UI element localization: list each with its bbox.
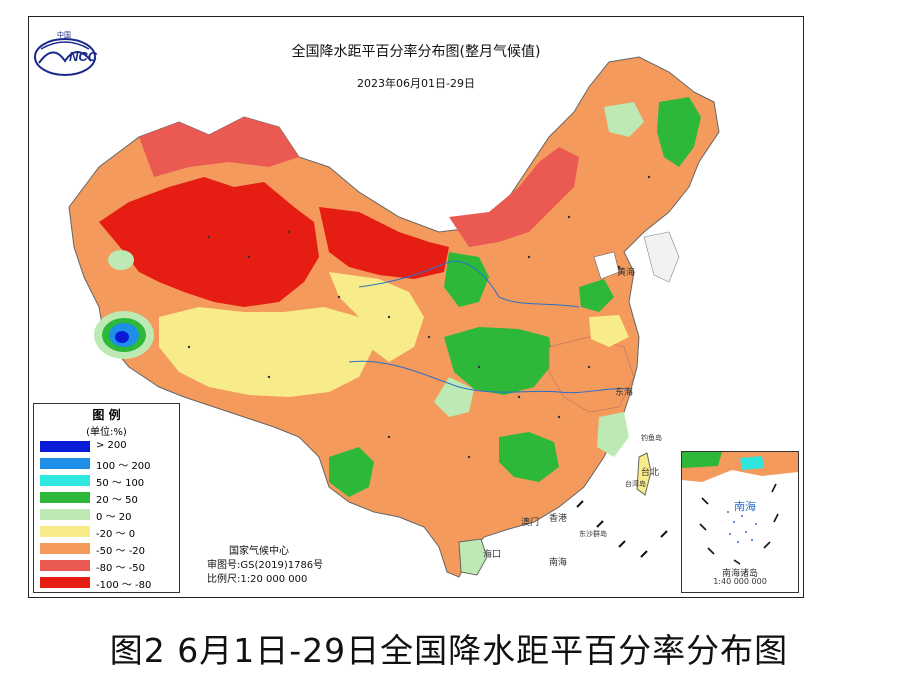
region-gansu-green [444,252,489,307]
legend-swatch [40,475,90,486]
label-east-sea: 东海 [615,388,634,398]
inset-islands [727,511,757,543]
station-markers [187,175,651,459]
precipitation-anomaly-map: NCC 中国 [34,30,720,578]
region-tibet-south [159,307,374,397]
inset-dash-marks [699,483,779,565]
legend-item: 0 ～ 20 [34,506,179,523]
dash-line-marks [576,500,668,558]
region-west-rim [139,117,299,177]
legend-item: -100 ～ -80 [34,574,179,591]
region-fujian-lightgreen [597,412,629,457]
region-sichuan-green [444,327,554,395]
region-northeast-green [657,97,701,167]
south-china-sea-inset: 南海 南海诸岛 1:40 000 000 [681,451,799,593]
legend-label: -20 ～ 0 [96,529,136,540]
logo-top-text: 中国 [57,30,71,39]
legend-unit: (单位:%) [86,427,127,438]
yellow-river [358,260,580,308]
label-macau: 澳门 [521,518,540,528]
legend-swatch [40,577,90,588]
legend-item: 50 ～ 100 [34,472,179,489]
legend-swatch [40,526,90,537]
credit-agency: 国家气候中心 [229,546,289,557]
legend-item: 100 ～ 200 [34,455,179,472]
legend-item: -50 ～ -20 [34,540,179,557]
legend-swatch [40,441,90,452]
credits: 国家气候中心 审图号:GS(2019)1786号 比例尺:1:20 000 00… [207,545,323,587]
legend-label: 100 ～ 200 [96,461,151,472]
region-inner-mongolia [449,147,579,247]
korea-peninsula [643,231,680,283]
inset-islands-label: 南海诸岛 [721,569,758,579]
yangtze-river [348,360,630,394]
label-hainan: 海口 [483,550,502,560]
legend-swatch [40,560,90,571]
region-xinjiang-west-green [108,250,134,270]
region-yunnan-green [329,447,374,497]
inset-map [682,452,798,565]
legend-item: > 200 [34,438,179,455]
label-dongsha: 东沙群岛 [579,530,607,538]
legend-label: 50 ～ 100 [96,478,145,489]
legend-label: -50 ～ -20 [96,546,146,557]
legend-rows: > 200 100 ～ 200 50 ～ 100 20 ～ 50 0 ～ 20 -20 ～… [34,438,179,591]
taiwan-island [636,452,652,496]
legend-swatch [40,492,90,503]
bohai-sea [593,251,620,280]
legend-item: -80 ～ -50 [34,557,179,574]
credit-approval: 审图号:GS(2019)1786号 [207,560,324,571]
legend-label: > 200 [96,440,127,451]
legend-heading: 图 例 [92,408,121,422]
logo-text: NCC [69,49,98,64]
credit-scale: 比例尺:1:20 000 000 [207,574,308,585]
region-sichuan-lightgreen [434,377,474,417]
region-dry-northwest [99,177,319,307]
map-title: 全国降水距平百分率分布图(整月气候值) [291,44,541,60]
map-frame: NCC 中国 全国降水距平百分率分布图(整月气候值) 2023年06月01日-2… [28,16,804,598]
region-northeast-lightgreen [604,102,644,137]
legend-item: -20 ～ 0 [34,523,179,540]
legend-swatch [40,458,90,469]
inset-sea-label: 南海 [734,500,756,513]
label-yellow-sea: 黄海 [617,268,636,278]
map-date-range: 2023年06月01日-29日 [357,77,475,90]
region-guangxi-green [499,432,559,482]
legend-label: -80 ～ -50 [96,563,146,574]
legend-label: -100 ～ -80 [96,580,152,591]
region-hainan [458,538,488,576]
label-diaoyu: 钓鱼岛 [641,434,662,442]
ncc-logo [34,38,96,76]
legend-swatch [40,543,90,554]
legend: 图 例 (单位:%) > 200 100 ～ 200 50 ～ 100 20 ～ 50… [33,403,180,593]
region-jiangsu-yellow [589,315,629,347]
region-qinghai [329,272,424,362]
label-taibei: 台北 [641,468,660,478]
region-shandong-green [579,279,614,312]
label-taiwan: 台湾岛 [625,480,646,488]
label-hong-kong: 香港 [549,514,568,524]
legend-label: 20 ～ 50 [96,495,138,506]
region-north-tibet-red [319,207,449,279]
legend-swatch [40,509,90,520]
legend-item: 20 ～ 50 [34,489,179,506]
figure-caption: 图2 6月1日-29日全国降水距平百分率分布图 [109,631,789,670]
legend-label: 0 ～ 20 [96,512,132,523]
inset-scale: 1:40 000 000 [713,577,767,586]
label-south-sea: 南海 [549,558,568,568]
